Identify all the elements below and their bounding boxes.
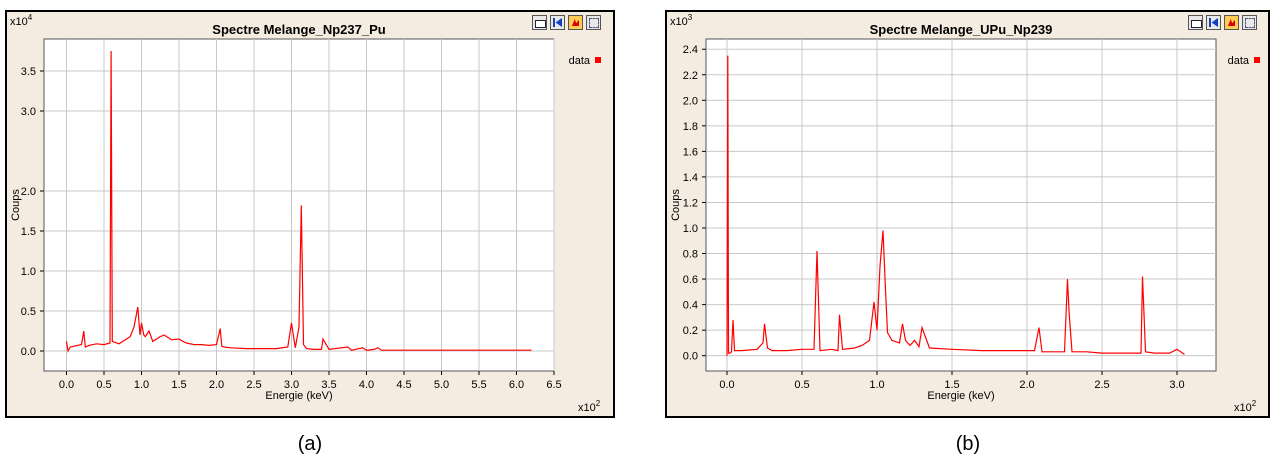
marker-tool-icon[interactable] [1224, 15, 1239, 30]
y-axis-label: Coups [670, 189, 682, 221]
y-tick-label: 0.5 [21, 306, 36, 318]
print-icon[interactable] [532, 15, 547, 30]
y-tick-label: 3.5 [21, 66, 36, 78]
x-tick-label: 2.5 [1094, 379, 1109, 391]
print-icon[interactable] [1188, 15, 1203, 30]
chart-title: Spectre Melange_UPu_Np239 [870, 22, 1053, 37]
y-multiplier-exp: 3 [688, 13, 693, 22]
chart-a-toolbar [532, 15, 601, 30]
y-tick-label: 1.8 [683, 121, 698, 133]
x-tick-label: 3.5 [321, 379, 336, 391]
y-tick-label: 0.2 [683, 325, 698, 337]
plot-area [705, 38, 1217, 372]
x-multiplier-exp: 2 [596, 399, 601, 408]
chart-b-toolbar [1188, 15, 1257, 30]
y-axis-label: Coups [10, 189, 22, 221]
caption-a: (a) [297, 433, 323, 455]
series-line [726, 55, 1185, 356]
y-multiplier: x104 [10, 13, 33, 28]
y-tick-label: 1.2 [683, 197, 698, 209]
chart-b-svg: 0.0 0.5 1.0 1.5 2.0 2.5 3.0 0.0 0.2 0.4 0.6 0.8 1.0 1… [670, 13, 1260, 414]
y-tick-label: 1.4 [683, 172, 698, 184]
y-multiplier-exp: 4 [28, 13, 33, 22]
x-tick-label: 2.5 [246, 379, 261, 391]
x-tick-label: 2.0 [1019, 379, 1034, 391]
y-tick-label: 3.0 [21, 106, 36, 118]
chart-title: Spectre Melange_Np237_Pu [212, 22, 385, 37]
y-tick-label: 2.0 [21, 186, 36, 198]
x-tick-label: 0.5 [96, 379, 111, 391]
x-tick-label: 1.5 [171, 379, 186, 391]
x-tick-label: 4.0 [359, 379, 374, 391]
x-tick-label: 6.5 [546, 379, 561, 391]
x-tick-label: 5.0 [434, 379, 449, 391]
marker-tool-icon[interactable] [568, 15, 583, 30]
x-tick-label: 1.5 [944, 379, 959, 391]
y-tick-label: 2.4 [683, 44, 698, 56]
x-tick-label: 1.0 [869, 379, 884, 391]
legend-label: data [1228, 55, 1250, 67]
y-tick-label: 0.8 [683, 249, 698, 261]
reset-zoom-icon[interactable] [1206, 15, 1221, 30]
x-tick-label: 4.5 [396, 379, 411, 391]
chart-panel-b: 0.0 0.5 1.0 1.5 2.0 2.5 3.0 0.0 0.2 0.4 0.6 0.8 1.0 1… [665, 10, 1270, 418]
caption-b: (b) [955, 433, 981, 455]
legend-marker [1254, 57, 1260, 63]
x-tick-label: 3.0 [1169, 379, 1184, 391]
x-tick-label: 5.5 [471, 379, 486, 391]
y-multiplier: x103 [670, 13, 693, 28]
x-axis-label: Energie (keV) [927, 390, 994, 402]
y-tick-label: 1.0 [683, 223, 698, 235]
x-tick-label: 0.0 [59, 379, 74, 391]
y-tick-label: 0.0 [21, 346, 36, 358]
x-tick-label: 1.0 [134, 379, 149, 391]
x-tick-label: 3.0 [284, 379, 299, 391]
chart-a-svg: 0.0 0.5 1.0 1.5 2.0 2.5 3.0 3.5 4.0 4.5 5.0 5.5 6.0 6… [10, 13, 601, 414]
zoom-icon[interactable] [1242, 15, 1257, 30]
legend-label: data [569, 55, 591, 67]
x-tick-label: 0.5 [794, 379, 809, 391]
y-tick-label: 1.5 [21, 226, 36, 238]
x-multiplier: x102 [1234, 399, 1257, 414]
x-tick-label: 0.0 [719, 379, 734, 391]
x-tick-label: 6.0 [509, 379, 524, 391]
x-multiplier: x102 [578, 399, 601, 414]
y-tick-label: 2.0 [683, 95, 698, 107]
y-tick-label: 1.6 [683, 146, 698, 158]
reset-zoom-icon[interactable] [550, 15, 565, 30]
series-line [65, 50, 532, 353]
y-tick-label: 0.4 [683, 300, 698, 312]
x-multiplier-exp: 2 [1252, 399, 1257, 408]
zoom-icon[interactable] [586, 15, 601, 30]
y-tick-label: 0.6 [683, 274, 698, 286]
x-tick-label: 2.0 [209, 379, 224, 391]
y-tick-label: 0.0 [683, 351, 698, 363]
y-tick-label: 2.2 [683, 70, 698, 82]
y-tick-label: 1.0 [21, 266, 36, 278]
chart-panel-a: 0.0 0.5 1.0 1.5 2.0 2.5 3.0 3.5 4.0 4.5 5.0 5.5 6.0 6… [5, 10, 615, 418]
x-axis-label: Energie (keV) [265, 390, 332, 402]
legend-marker [595, 57, 601, 63]
